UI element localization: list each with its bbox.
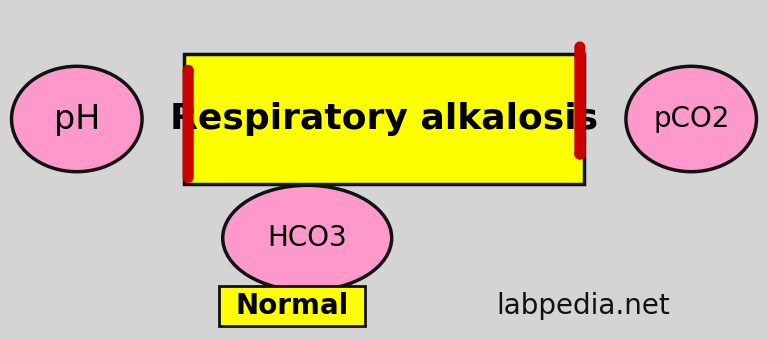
Text: Respiratory alkalosis: Respiratory alkalosis — [170, 102, 598, 136]
Ellipse shape — [223, 185, 392, 291]
Text: pH: pH — [54, 102, 100, 136]
Ellipse shape — [12, 66, 142, 172]
Bar — [184, 54, 584, 184]
Bar — [219, 286, 365, 326]
Text: Normal: Normal — [235, 292, 349, 320]
Text: labpedia.net: labpedia.net — [497, 292, 670, 320]
Ellipse shape — [626, 66, 756, 172]
Text: pCO2: pCO2 — [653, 105, 730, 133]
Text: HCO3: HCO3 — [267, 224, 347, 252]
